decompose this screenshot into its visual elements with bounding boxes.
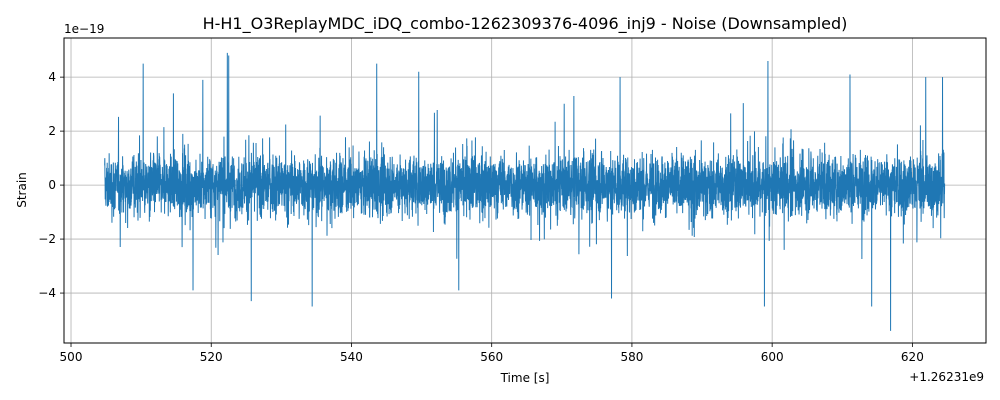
y-tick-label: −2 bbox=[38, 232, 56, 246]
plot-frame bbox=[63, 37, 987, 344]
y-tick-label: −4 bbox=[38, 286, 56, 300]
y-scale-label: 1e−19 bbox=[64, 22, 104, 36]
axis-ticks: 500 520 540 560 580 600 620 −4 −2 0 2 4 bbox=[38, 70, 924, 364]
x-tick-label: 540 bbox=[340, 350, 363, 364]
x-tick-label: 520 bbox=[200, 350, 223, 364]
x-tick-label: 620 bbox=[901, 350, 924, 364]
y-tick-label: 0 bbox=[48, 178, 56, 192]
x-tick-label: 600 bbox=[761, 350, 784, 364]
x-tick-label: 560 bbox=[480, 350, 503, 364]
x-tick-label: 580 bbox=[620, 350, 643, 364]
plot-area bbox=[104, 52, 946, 331]
y-tick-label: 4 bbox=[48, 70, 56, 84]
x-tick-label: 500 bbox=[60, 350, 83, 364]
x-offset-label: +1.26231e9 bbox=[909, 370, 984, 384]
chart-title: H-H1_O3ReplayMDC_iDQ_combo-1262309376-40… bbox=[203, 14, 848, 34]
x-axis-label: Time [s] bbox=[500, 371, 550, 385]
y-tick-label: 2 bbox=[48, 124, 56, 138]
y-axis-label: Strain bbox=[15, 172, 29, 208]
series-line-strain bbox=[104, 52, 946, 331]
